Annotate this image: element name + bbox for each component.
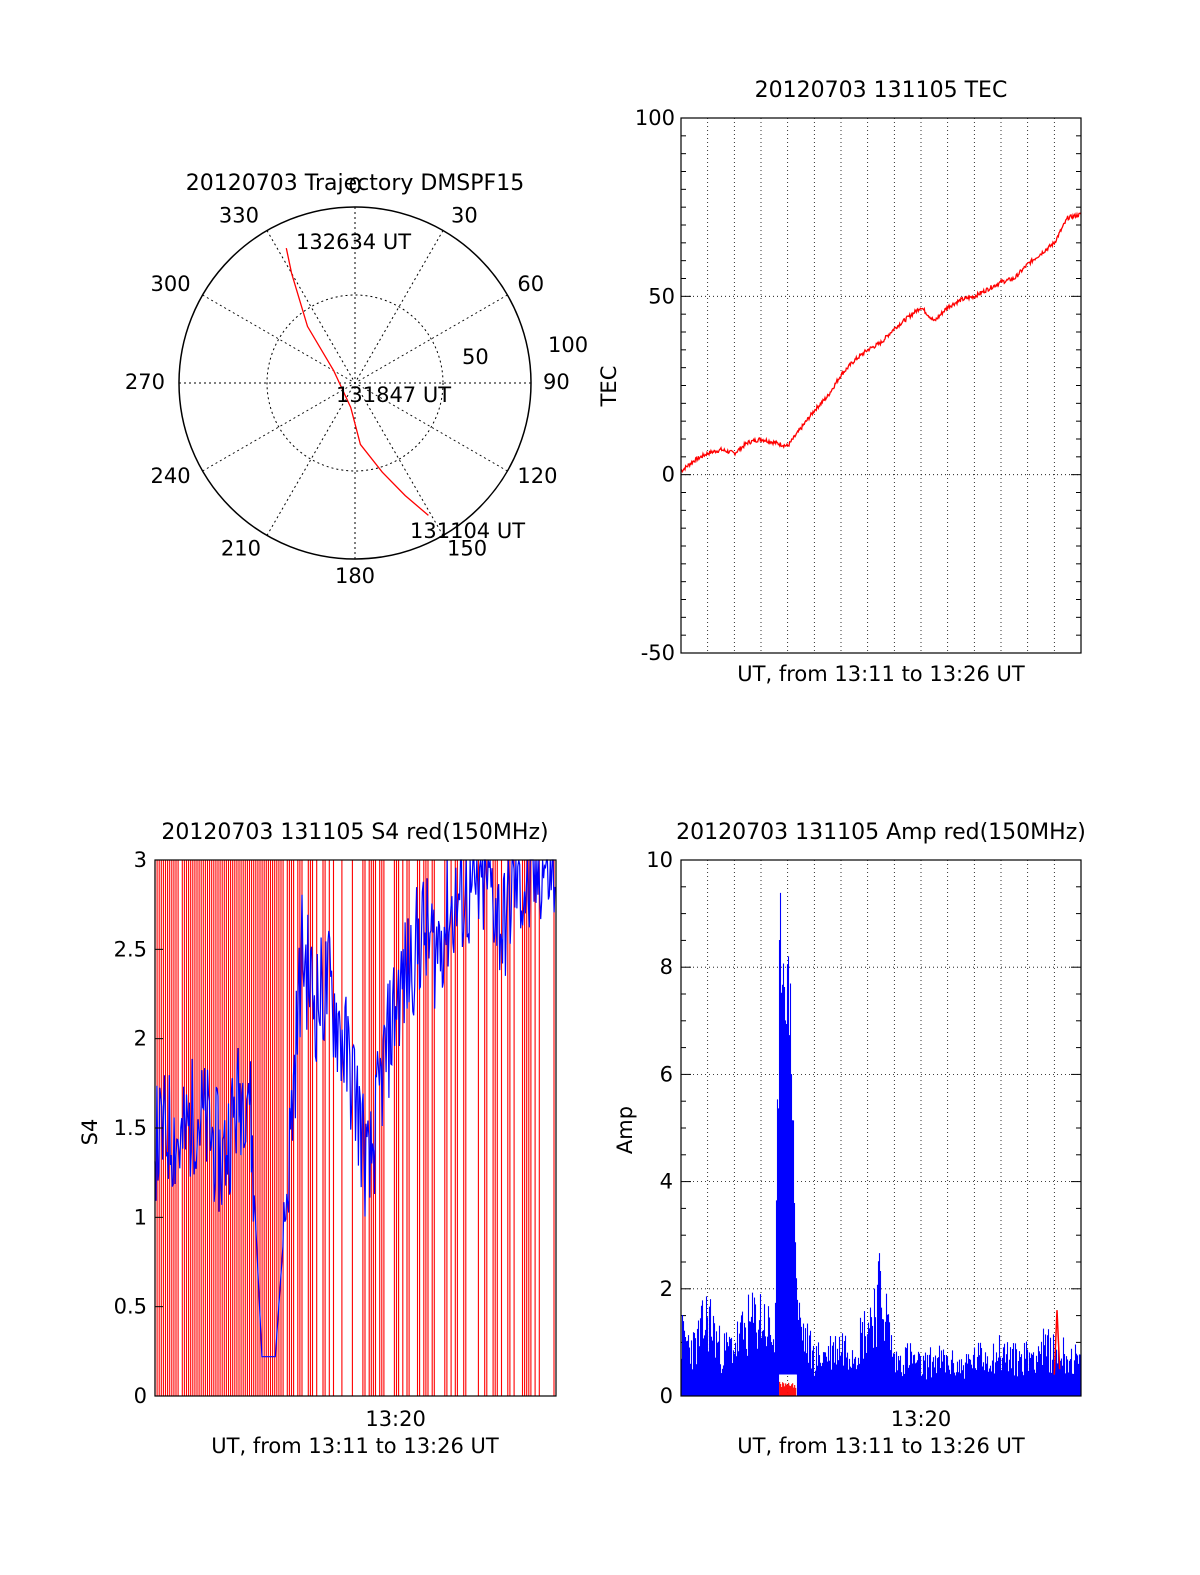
polar-grid [179,207,531,559]
polar-radius-label-50: 50 [462,345,489,369]
polar-angle-label-270: 270 [125,370,165,394]
s4-ytick-label-0: 0 [134,1384,147,1408]
polar-angle-labels: 0 30 60 90 120 150 180 210 240 270 300 330 [125,174,570,588]
amp-y-axis-label: Amp [613,1106,637,1154]
tec-minor-ticks [681,117,1081,654]
tec-ytick-label-100: 100 [635,106,675,130]
polar-angle-label-30: 30 [451,204,478,228]
amp-ytick-label-4: 4 [660,1170,673,1194]
s4-ytick-label-0.5: 0.5 [114,1295,147,1319]
amp-plot-frame [680,859,1082,1397]
polar-angle-label-210: 210 [221,536,261,560]
amp-x-axis-label: UT, from 13:11 to 13:26 UT [737,1434,1025,1458]
amp-ytick-label-6: 6 [660,1062,673,1086]
tec-grid [681,118,1081,653]
tec-ytick-label--50: -50 [641,641,675,665]
amp-red-series [779,1310,1061,1396]
tec-plot: 20120703 131105 TEC 100 50 0 -50 TEC UT, fr… [597,78,1082,686]
s4-x-axis-label: UT, from 13:11 to 13:26 UT [211,1434,499,1458]
tec-y-axis-label: TEC [597,366,621,408]
polar-angle-label-240: 240 [150,464,190,488]
s4-ytick-label-1.5: 1.5 [114,1116,147,1140]
amp-red-late-spike [1053,1310,1061,1375]
s4-ytick-label-2: 2 [134,1027,147,1051]
tec-title: 20120703 131105 TEC [755,78,1008,103]
polar-angle-label-300: 300 [150,272,190,296]
tec-series-line [680,211,1082,474]
s4-x-ticks: 13:20 [365,1407,426,1431]
tec-plot-frame [680,117,1082,654]
amp-x-ticks: 13:20 [891,1407,952,1431]
polar-angle-label-90: 90 [543,370,570,394]
tec-x-axis-label: UT, from 13:11 to 13:26 UT [737,662,1025,686]
amp-ytick-label-10: 10 [646,848,673,872]
amp-title: 20120703 131105 Amp red(150MHz) [676,820,1086,845]
polar-ring-50 [266,294,444,472]
s4-xtick-label: 13:20 [365,1407,426,1431]
tec-y-ticks: 100 50 0 -50 [635,106,675,665]
trajectory-track-line [285,247,429,516]
amp-plot: 20120703 131105 Amp red(150MHz) 1086420 … [613,820,1086,1458]
s4-y-ticks: 3 2.5 2 1.5 1 0.5 0 [114,848,163,1408]
amp-blue-fill [680,892,1082,1396]
s4-y-axis-label: S4 [78,1119,102,1146]
tec-ytick-label-50: 50 [648,284,675,308]
amp-y-ticks: 10 8 6 4 2 0 [646,848,673,1408]
s4-blue-series-line [154,859,556,1358]
amp-ytick-label-2: 2 [660,1277,673,1301]
trajectory-title: 20120703 Trajectory DMSPF15 [186,171,524,196]
s4-title: 20120703 131105 S4 red(150MHz) [161,820,548,845]
polar-angle-label-60: 60 [517,272,544,296]
polar-angle-label-0: 0 [348,174,361,198]
s4-plot: 20120703 131105 S4 red(150MHz) 3 2.5 2 1.5 1… [78,820,557,1458]
polar-angle-label-120: 120 [517,464,557,488]
track-label-mid: 131847 UT [336,383,451,407]
trajectory-polar-plot: 20120703 Trajectory DMSPF15 0 30 60 90 120 15… [125,171,588,588]
polar-angle-label-150: 150 [447,536,487,560]
amp-ytick-label-0: 0 [660,1384,673,1408]
polar-spoke-150 [266,230,444,536]
polar-angle-label-180: 180 [335,564,375,588]
polar-radius-label-100: 100 [548,333,588,357]
track-label-end: 132634 UT [296,230,411,254]
amp-xtick-label: 13:20 [891,1407,952,1431]
s4-ytick-label-3: 3 [134,848,147,872]
s4-ytick-label-1: 1 [134,1205,147,1229]
tec-ytick-label-0: 0 [662,463,675,487]
polar-angle-label-330: 330 [219,204,259,228]
track-label-start: 131104 UT [410,519,525,543]
s4-ytick-label-2.5: 2.5 [114,937,147,961]
amp-ytick-label-8: 8 [660,955,673,979]
